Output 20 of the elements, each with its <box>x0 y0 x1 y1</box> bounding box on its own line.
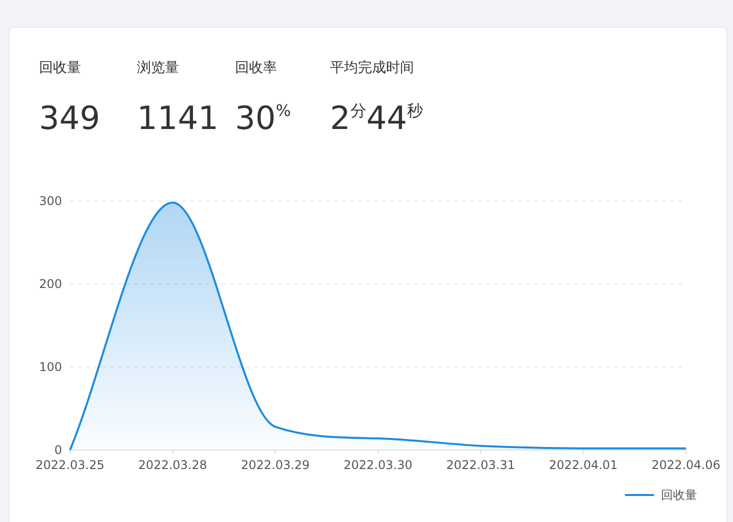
legend-label: 回收量 <box>661 488 697 502</box>
x-tick-label: 2022.03.29 <box>240 458 310 472</box>
text: 2$^{分}$44$^{秒}$ <box>330 99 424 137</box>
y-tick-label: 200 <box>39 277 62 291</box>
text: 回收率 <box>235 60 277 76</box>
x-tick-label: 2022.03.31 <box>446 458 516 472</box>
text: 回收量 <box>39 60 81 76</box>
x-tick-label: 2022.03.25 <box>36 458 104 472</box>
y-tick-label: 0 <box>54 443 62 457</box>
text: 浏览量 <box>137 60 179 76</box>
y-tick-label: 300 <box>39 194 62 208</box>
x-tick-label: 2022.03.28 <box>138 458 208 472</box>
text: 平均完成时间 <box>330 60 414 76</box>
x-tick-label: 2022.03.30 <box>344 458 412 472</box>
x-tick-label: 2022.04.01 <box>548 458 618 472</box>
text: 349 <box>39 99 100 137</box>
y-tick-label: 100 <box>39 360 62 374</box>
x-tick-label: 2022.04.06 <box>652 458 720 472</box>
text: 1141 <box>137 99 218 137</box>
text: 30$^{%}$ <box>235 99 291 137</box>
